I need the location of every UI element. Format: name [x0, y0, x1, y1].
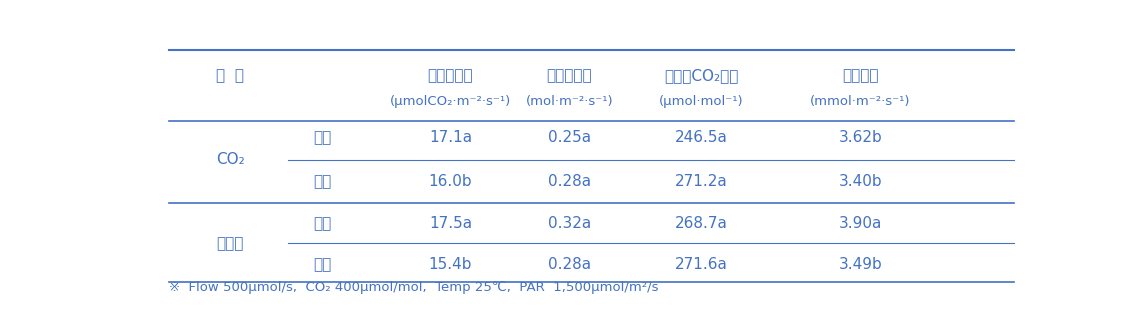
Text: 271.2a: 271.2a — [675, 174, 728, 189]
Text: 3.49b: 3.49b — [838, 257, 882, 272]
Text: 3.40b: 3.40b — [838, 174, 882, 189]
Text: 0.28a: 0.28a — [548, 257, 591, 272]
Text: 광합성속도: 광합성속도 — [428, 68, 473, 83]
Text: 상단: 상단 — [314, 216, 332, 231]
Text: 268.7a: 268.7a — [675, 216, 728, 231]
Text: 16.0b: 16.0b — [429, 174, 472, 189]
Text: 0.28a: 0.28a — [548, 174, 591, 189]
Text: 세포내CO₂농도: 세포내CO₂농도 — [664, 68, 739, 83]
Text: (mol·m⁻²·s⁻¹): (mol·m⁻²·s⁻¹) — [525, 95, 613, 108]
Text: (μmolCO₂·m⁻²·s⁻¹): (μmolCO₂·m⁻²·s⁻¹) — [390, 95, 512, 108]
Text: 상단: 상단 — [314, 130, 332, 145]
Text: 246.5a: 246.5a — [675, 130, 728, 145]
Text: 하단: 하단 — [314, 174, 332, 189]
Text: 3.62b: 3.62b — [838, 130, 882, 145]
Text: 기공전도도: 기공전도도 — [547, 68, 592, 83]
Text: 무처리: 무처리 — [216, 237, 244, 252]
Text: 17.5a: 17.5a — [429, 216, 472, 231]
Text: CO₂: CO₂ — [216, 152, 244, 167]
Text: 하단: 하단 — [314, 257, 332, 272]
Text: 0.25a: 0.25a — [548, 130, 591, 145]
Text: 증산속도: 증산속도 — [843, 68, 879, 83]
Text: 15.4b: 15.4b — [429, 257, 472, 272]
Text: 3.90a: 3.90a — [839, 216, 882, 231]
Text: ※  Flow 500μmol/s,  CO₂ 400μmol/mol,  Temp 25℃,  PAR  1,500μmol/m²/s: ※ Flow 500μmol/s, CO₂ 400μmol/mol, Temp … — [168, 281, 658, 294]
Text: 0.32a: 0.32a — [548, 216, 591, 231]
Text: 271.6a: 271.6a — [675, 257, 728, 272]
Text: (mmol·m⁻²·s⁻¹): (mmol·m⁻²·s⁻¹) — [810, 95, 911, 108]
Text: 처  리: 처 리 — [216, 68, 244, 83]
Text: 17.1a: 17.1a — [429, 130, 472, 145]
Text: (μmol·mol⁻¹): (μmol·mol⁻¹) — [659, 95, 744, 108]
